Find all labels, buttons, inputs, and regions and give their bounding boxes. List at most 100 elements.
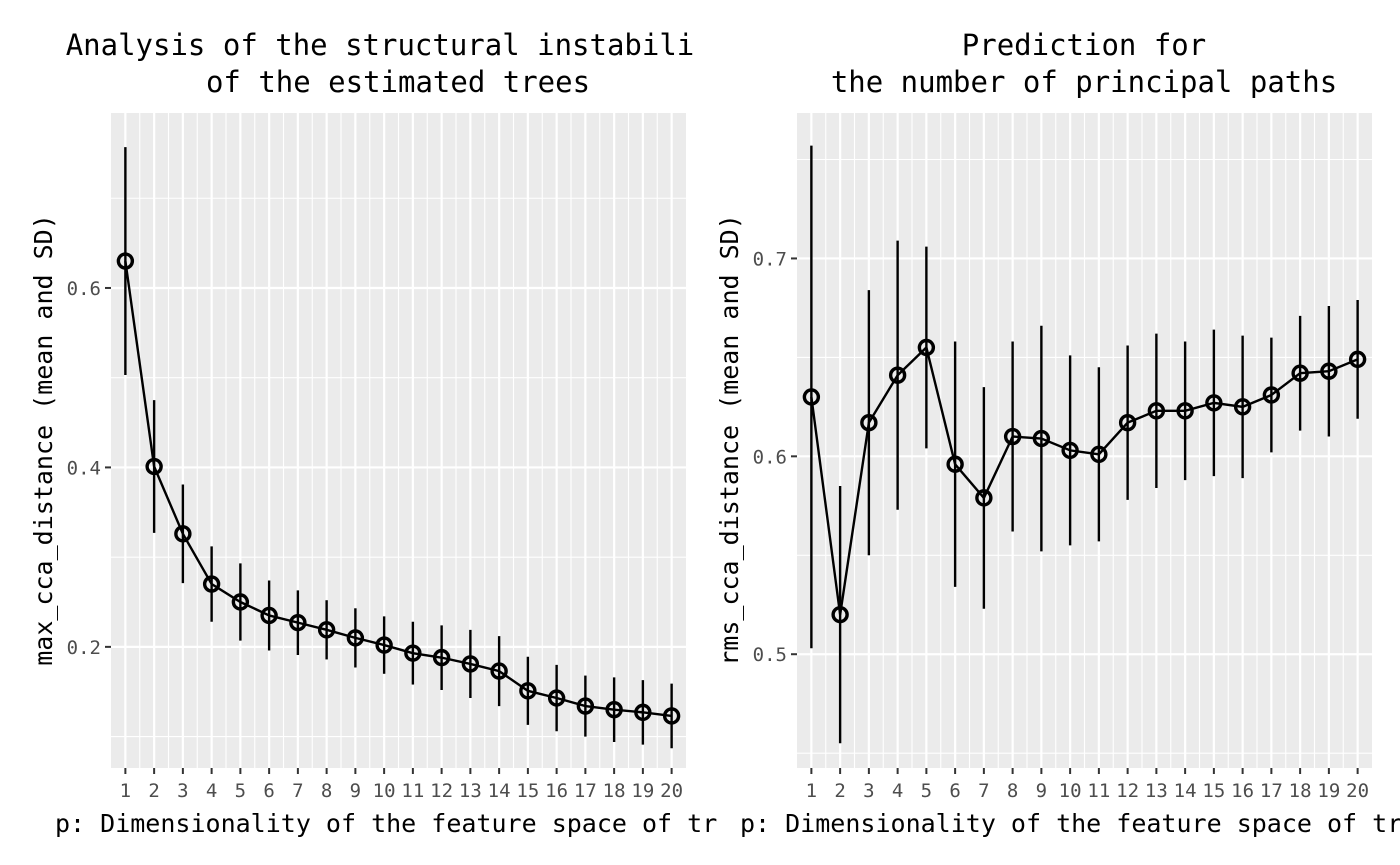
left-point-3 <box>174 525 192 543</box>
right-point-7 <box>975 489 993 507</box>
left-point-6 <box>260 606 278 625</box>
left-point-15 <box>519 682 537 700</box>
left-y-tick-label-2: 0.4 <box>67 457 101 479</box>
right-x-tick-label-1: 1 <box>806 780 817 802</box>
left-x-tick-label-5: 5 <box>235 780 246 802</box>
left-y-tick-label-3: 0.6 <box>67 278 101 300</box>
left-x-tick-label-19: 19 <box>631 780 654 802</box>
left-x-tick-label-18: 18 <box>603 780 626 802</box>
right-point-12 <box>1118 413 1137 432</box>
left-x-axis: 1 2 3 4 5 6 7 8 9 10 11 12 13 14 15 16 17 18 19 20 <box>120 768 683 802</box>
right-x-tick-label-12: 12 <box>1116 780 1139 802</box>
right-x-tick-label-15: 15 <box>1202 780 1225 802</box>
right-point-1 <box>802 388 821 406</box>
left-chart: Analysis of the structural instabili of … <box>29 28 717 838</box>
right-point-13 <box>1147 402 1166 420</box>
right-point-2 <box>831 605 849 624</box>
left-x-tick-label-11: 11 <box>401 780 424 802</box>
right-x-tick-label-7: 7 <box>978 780 989 802</box>
left-point-19 <box>634 703 652 722</box>
left-point-18 <box>605 700 623 719</box>
right-y-tick-label-1: 0.5 <box>753 644 787 666</box>
left-x-tick-label-1: 1 <box>120 780 131 802</box>
right-x-tick-label-3: 3 <box>863 780 874 802</box>
left-x-tick-label-14: 14 <box>488 780 511 802</box>
right-x-tick-label-5: 5 <box>921 780 932 802</box>
right-x-axis-title: p: Dimensionality of the feature space o… <box>740 809 1400 838</box>
left-point-10 <box>375 636 393 654</box>
left-x-tick-label-3: 3 <box>177 780 188 802</box>
right-point-19 <box>1320 362 1338 380</box>
left-x-tick-label-2: 2 <box>148 780 159 802</box>
right-x-tick-label-9: 9 <box>1036 780 1047 802</box>
right-y-axis: 0.5 0.6 0.7 <box>753 248 797 666</box>
right-x-tick-label-20: 20 <box>1346 780 1369 802</box>
left-point-8 <box>317 621 336 639</box>
right-chart-title-line-1: Prediction for <box>962 28 1206 62</box>
left-x-tick-label-20: 20 <box>660 780 683 802</box>
right-point-4 <box>888 366 907 384</box>
left-point-17 <box>576 697 595 715</box>
right-x-tick-label-16: 16 <box>1231 780 1254 802</box>
left-x-tick-label-13: 13 <box>459 780 482 802</box>
left-point-4 <box>202 575 221 593</box>
left-points <box>116 252 681 725</box>
left-x-tick-label-17: 17 <box>574 780 597 802</box>
right-point-15 <box>1205 394 1223 412</box>
left-x-tick-label-15: 15 <box>516 780 539 802</box>
right-point-14 <box>1176 402 1194 420</box>
right-x-tick-label-19: 19 <box>1317 780 1340 802</box>
right-y-tick-label-3: 0.7 <box>753 248 787 270</box>
left-x-tick-label-6: 6 <box>263 780 274 802</box>
left-x-tick-label-10: 10 <box>373 780 396 802</box>
right-point-5 <box>917 338 936 357</box>
left-point-13 <box>461 655 480 673</box>
right-x-tick-label-6: 6 <box>949 780 960 802</box>
right-x-axis: 1 2 3 4 5 6 7 8 9 10 11 12 13 14 15 16 17 18 19 20 <box>806 768 1369 802</box>
right-chart: Prediction for the number of principal p… <box>715 28 1400 838</box>
left-chart-title-line-1: Analysis of the structural instabili <box>66 28 695 62</box>
left-x-tick-label-12: 12 <box>430 780 453 802</box>
left-point-14 <box>490 662 508 680</box>
right-x-tick-label-8: 8 <box>1007 780 1018 802</box>
left-y-axis: 0.2 0.4 0.6 <box>67 278 111 659</box>
right-x-tick-label-13: 13 <box>1145 780 1168 802</box>
right-point-8 <box>1003 427 1022 446</box>
right-grid <box>797 113 1372 768</box>
right-x-tick-label-10: 10 <box>1059 780 1082 802</box>
left-x-tick-label-4: 4 <box>206 780 217 802</box>
left-point-12 <box>432 648 451 667</box>
right-point-3 <box>860 413 878 432</box>
right-y-axis-title: rms_cca_distance (mean and SD) <box>715 214 744 666</box>
right-chart-title-line-2: the number of principal paths <box>831 65 1337 99</box>
right-point-6 <box>946 455 964 473</box>
right-point-18 <box>1291 364 1309 382</box>
left-x-axis-title: p: Dimensionality of the feature space o… <box>55 809 717 838</box>
left-y-tick-label-1: 0.2 <box>67 637 101 659</box>
right-x-tick-label-14: 14 <box>1174 780 1197 802</box>
left-point-9 <box>346 629 365 647</box>
left-point-5 <box>231 593 250 611</box>
left-point-20 <box>662 707 681 725</box>
right-point-10 <box>1061 441 1079 460</box>
right-y-tick-label-2: 0.6 <box>753 446 787 468</box>
right-x-tick-label-2: 2 <box>834 780 845 802</box>
right-point-11 <box>1090 445 1108 464</box>
left-point-2 <box>145 457 163 476</box>
left-x-tick-label-16: 16 <box>545 780 568 802</box>
left-point-11 <box>404 644 422 662</box>
right-x-tick-label-11: 11 <box>1087 780 1110 802</box>
right-x-tick-label-4: 4 <box>892 780 903 802</box>
right-point-16 <box>1233 398 1252 416</box>
left-grid <box>111 113 686 768</box>
right-point-20 <box>1348 350 1367 369</box>
right-point-17 <box>1262 386 1281 404</box>
left-x-tick-label-9: 9 <box>350 780 361 802</box>
left-point-16 <box>547 689 566 707</box>
right-points <box>802 338 1367 624</box>
left-x-tick-label-8: 8 <box>321 780 332 802</box>
left-chart-title-line-2: of the estimated trees <box>206 65 590 99</box>
right-point-9 <box>1032 429 1051 448</box>
right-x-tick-label-17: 17 <box>1260 780 1283 802</box>
right-x-tick-label-18: 18 <box>1289 780 1312 802</box>
